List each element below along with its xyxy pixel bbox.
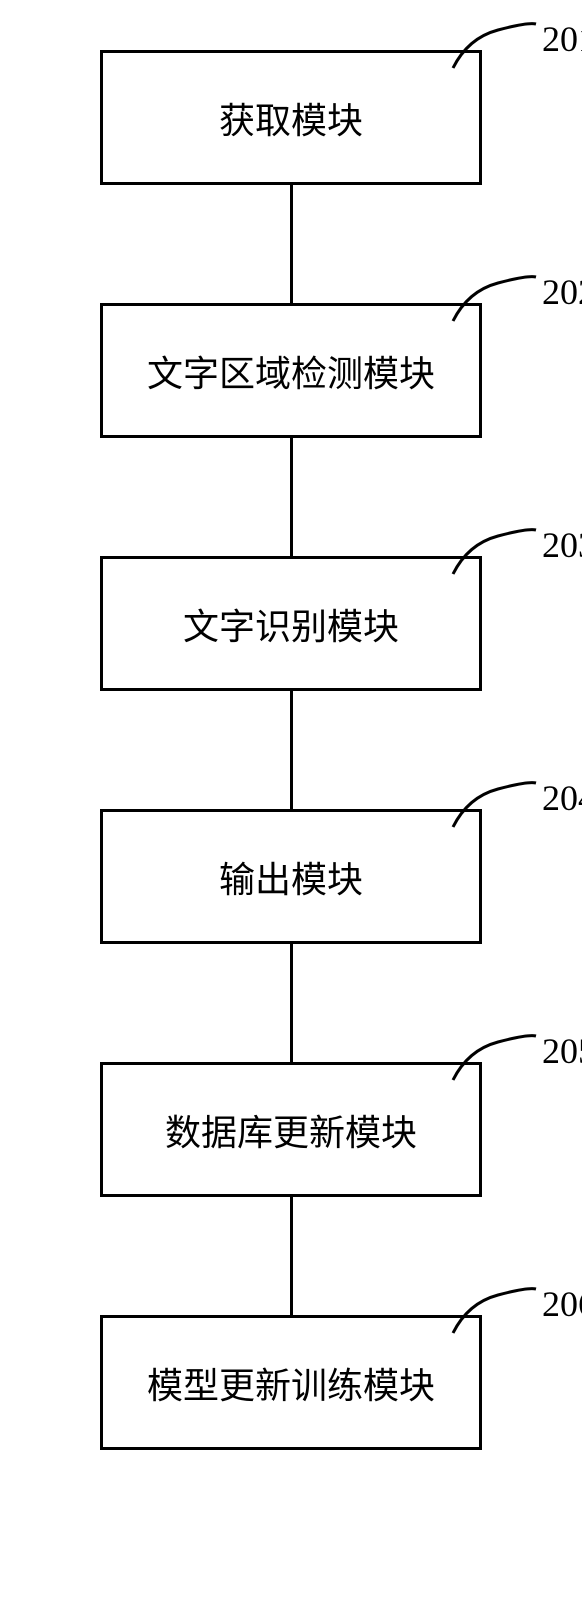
callout-curve-icon — [448, 271, 538, 326]
node-box-201: 获取模块201 — [100, 50, 482, 185]
callout-201: 201 — [448, 18, 582, 73]
node-label: 输出模块 — [219, 851, 363, 903]
callout-number: 202 — [542, 271, 582, 313]
node-label: 文字识别模块 — [183, 598, 399, 650]
callout-curve-icon — [448, 1283, 538, 1338]
connector-line — [290, 1197, 293, 1315]
node-box-202: 文字区域检测模块202 — [100, 303, 482, 438]
callout-curve-icon — [448, 524, 538, 579]
callout-curve-icon — [448, 18, 538, 73]
node-group-201: 获取模块201 — [100, 50, 482, 303]
callout-206: 206 — [448, 1283, 582, 1338]
connector-line — [290, 185, 293, 303]
callout-202: 202 — [448, 271, 582, 326]
connector-line — [290, 438, 293, 556]
callout-curve-icon — [448, 777, 538, 832]
node-box-205: 数据库更新模块205 — [100, 1062, 482, 1197]
callout-number: 205 — [542, 1030, 582, 1072]
callout-number: 203 — [542, 524, 582, 566]
node-label: 数据库更新模块 — [165, 1104, 417, 1156]
callout-number: 206 — [542, 1283, 582, 1325]
callout-curve-icon — [448, 1030, 538, 1085]
flowchart-diagram: 获取模块201文字区域检测模块202文字识别模块203输出模块204数据库更新模… — [0, 50, 582, 1450]
callout-205: 205 — [448, 1030, 582, 1085]
node-box-204: 输出模块204 — [100, 809, 482, 944]
node-group-203: 文字识别模块203 — [100, 556, 482, 809]
callout-203: 203 — [448, 524, 582, 579]
callout-204: 204 — [448, 777, 582, 832]
node-label: 模型更新训练模块 — [147, 1357, 435, 1409]
connector-line — [290, 944, 293, 1062]
node-group-206: 模型更新训练模块206 — [100, 1315, 482, 1450]
node-group-205: 数据库更新模块205 — [100, 1062, 482, 1315]
node-label: 文字区域检测模块 — [147, 345, 435, 397]
node-group-202: 文字区域检测模块202 — [100, 303, 482, 556]
node-box-206: 模型更新训练模块206 — [100, 1315, 482, 1450]
node-box-203: 文字识别模块203 — [100, 556, 482, 691]
node-group-204: 输出模块204 — [100, 809, 482, 1062]
callout-number: 204 — [542, 777, 582, 819]
connector-line — [290, 691, 293, 809]
callout-number: 201 — [542, 18, 582, 60]
node-label: 获取模块 — [219, 92, 363, 144]
